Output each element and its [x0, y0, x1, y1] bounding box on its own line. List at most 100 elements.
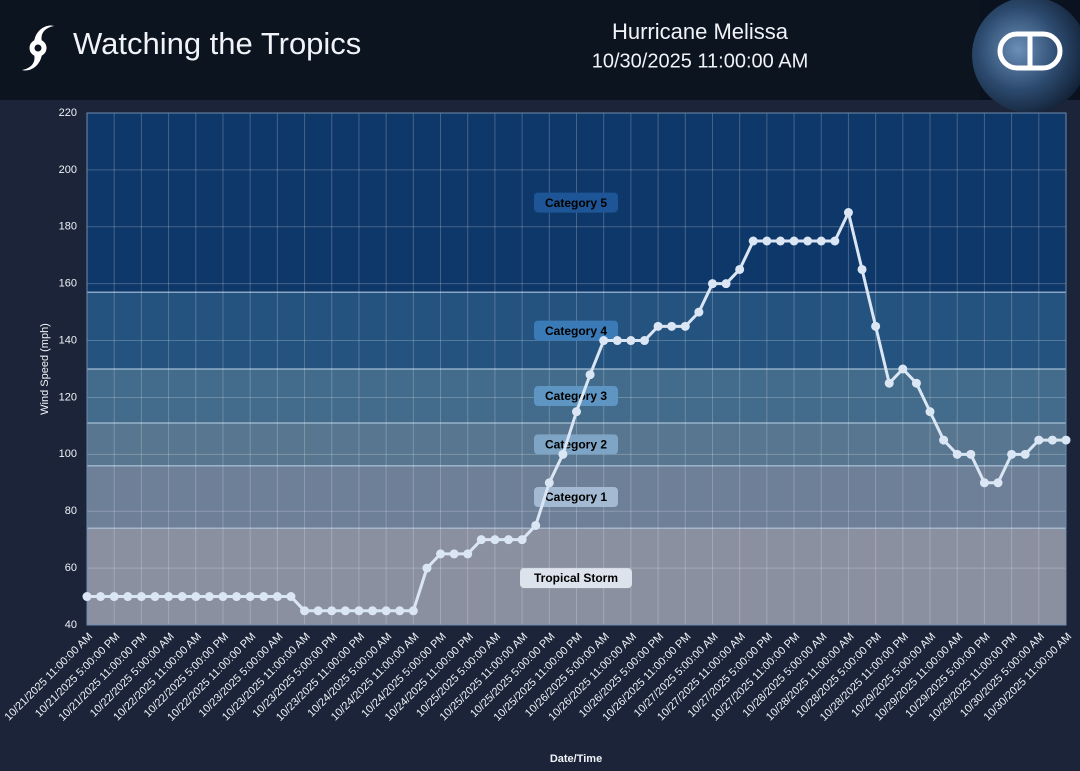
data-point — [911, 378, 921, 388]
data-point — [558, 449, 568, 459]
data-point — [1034, 435, 1044, 445]
y-tick-label: 140 — [59, 334, 77, 346]
data-point — [585, 370, 595, 380]
data-point — [599, 336, 609, 346]
data-point — [775, 236, 785, 246]
data-point — [395, 606, 405, 616]
data-point — [504, 535, 514, 545]
data-point — [82, 592, 92, 602]
data-point — [925, 407, 935, 417]
band-label: Category 1 — [545, 490, 607, 504]
band-label-box — [534, 434, 618, 455]
data-point — [843, 208, 853, 218]
band-label: Category 4 — [545, 324, 607, 338]
data-point — [1007, 449, 1017, 459]
y-tick-label: 40 — [65, 619, 77, 631]
y-tick-label: 220 — [59, 107, 77, 119]
data-point — [164, 592, 174, 602]
data-point — [871, 321, 881, 331]
data-point — [830, 236, 840, 246]
data-point — [272, 592, 282, 602]
data-point — [204, 592, 214, 602]
data-point — [667, 321, 677, 331]
logo — [972, 0, 1080, 113]
data-point — [979, 478, 989, 488]
y-tick-label: 120 — [59, 391, 77, 403]
data-point — [993, 478, 1003, 488]
plot-area — [87, 113, 1066, 625]
y-tick-label: 160 — [59, 278, 77, 290]
y-tick-label: 60 — [65, 562, 77, 574]
data-point — [803, 236, 813, 246]
data-point — [286, 592, 296, 602]
y-tick-label: 100 — [59, 448, 77, 460]
data-point — [884, 378, 894, 388]
data-point — [327, 606, 337, 616]
data-point — [1020, 449, 1030, 459]
data-point — [109, 592, 119, 602]
data-point — [123, 592, 133, 602]
data-point — [680, 321, 690, 331]
data-point — [517, 535, 527, 545]
data-point — [259, 592, 269, 602]
band-label: Category 3 — [545, 389, 607, 403]
data-point — [531, 520, 541, 530]
data-point — [789, 236, 799, 246]
data-point — [313, 606, 323, 616]
band-label-box — [534, 487, 618, 507]
data-point — [544, 478, 554, 488]
data-point — [490, 535, 500, 545]
data-point — [939, 435, 949, 445]
data-point — [368, 606, 378, 616]
data-point — [422, 563, 432, 573]
storm-name: Hurricane Melissa — [612, 19, 789, 44]
timestamp: 10/30/2025 11:00:00 AM — [592, 50, 808, 72]
data-point — [1047, 435, 1057, 445]
app-title: Watching the Tropics — [73, 26, 361, 61]
data-point — [96, 592, 106, 602]
data-point — [177, 592, 187, 602]
data-point — [136, 592, 146, 602]
data-point — [653, 321, 663, 331]
data-point — [626, 336, 636, 346]
data-point — [150, 592, 160, 602]
data-point — [436, 549, 446, 559]
data-point — [232, 592, 242, 602]
band-label: Tropical Storm — [534, 571, 618, 585]
data-point — [762, 236, 772, 246]
y-tick-label: 200 — [59, 164, 77, 176]
data-point — [816, 236, 826, 246]
data-point — [857, 264, 867, 274]
data-point — [735, 264, 745, 274]
data-point — [748, 236, 758, 246]
band-label: Category 5 — [545, 196, 607, 210]
data-point — [449, 549, 459, 559]
data-point — [707, 279, 717, 289]
y-tick-label: 180 — [59, 221, 77, 233]
data-point — [721, 279, 731, 289]
data-point — [463, 549, 473, 559]
data-point — [639, 336, 649, 346]
band-label-box — [534, 320, 618, 341]
hurricane-icon — [22, 25, 54, 71]
data-point — [408, 606, 418, 616]
data-point — [340, 606, 350, 616]
data-point — [218, 592, 228, 602]
y-axis-title: Wind Speed (mph) — [39, 323, 51, 415]
data-point — [191, 592, 201, 602]
band-label-box — [520, 568, 632, 589]
header-bar — [0, 0, 1080, 100]
band-label-box — [534, 386, 618, 407]
data-point — [952, 449, 962, 459]
band-label: Category 2 — [545, 438, 607, 452]
data-point — [354, 606, 364, 616]
y-tick-label: 80 — [65, 505, 77, 517]
band-label-box — [534, 192, 618, 213]
plot-border — [86, 112, 1067, 626]
x-axis-title: Date/Time — [550, 753, 602, 765]
data-point — [1061, 435, 1071, 445]
data-point — [966, 449, 976, 459]
data-point — [476, 535, 486, 545]
